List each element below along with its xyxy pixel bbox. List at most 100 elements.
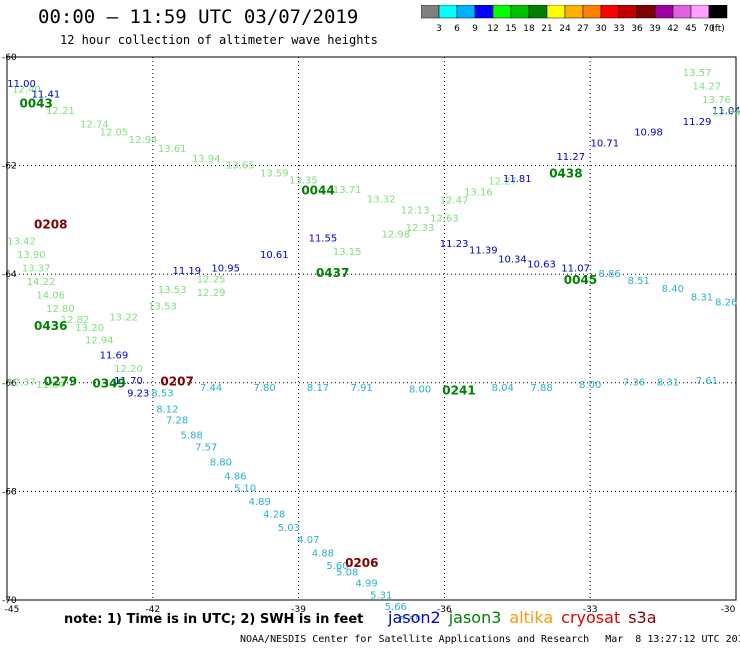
swh-value: 13.22 [109, 312, 138, 323]
swh-value: 12.80 [46, 304, 75, 315]
swh-value: 13.15 [333, 247, 362, 258]
lon-tick-label: -33 [583, 605, 598, 615]
swh-value: 13.20 [75, 323, 104, 334]
swh-value: 8.04 [492, 383, 514, 394]
satellite-name: cryosat [561, 608, 621, 627]
swh-value: 11.39 [469, 246, 498, 257]
swh-value: 11.55 [309, 234, 338, 245]
satellite-name: altika [509, 608, 554, 627]
swh-value: 11.19 [172, 266, 201, 277]
swh-value: 8.86 [599, 269, 621, 280]
legend-label: 24 [559, 24, 571, 34]
swh-value: 7.57 [195, 443, 217, 454]
credit-text: NOAA/NESDIS Center for Satellite Applica… [240, 634, 590, 645]
swh-value: 11.29 [683, 117, 712, 128]
pass-time-label: 0437 [316, 266, 349, 280]
satellite-name: s3a [628, 608, 657, 627]
swh-value: 4.28 [263, 509, 285, 520]
swh-value: 5.31 [370, 590, 392, 601]
swh-value: 12.98 [381, 229, 410, 240]
swh-value: 12.33 [406, 223, 435, 234]
swh-value: 12.37 [7, 378, 36, 389]
lon-tick-label: -39 [291, 605, 306, 615]
pass-time-label: 0043 [19, 96, 52, 110]
swh-value: 13.42 [7, 236, 36, 247]
swh-value: 12.94 [85, 336, 114, 347]
swh-value: 8.80 [210, 457, 232, 468]
page-subtitle: 12 hour collection of altimeter wave hei… [60, 33, 378, 47]
color-legend: 3 6 9 12 15 18 21 24 27 30 33 36 39 42 45 70(ft) [421, 5, 728, 34]
swh-value: 13.32 [367, 195, 396, 206]
lon-tick-label: -45 [5, 605, 20, 615]
swh-value: 5.66 [385, 602, 407, 613]
swh-value: 10.63 [527, 260, 556, 271]
swh-value: 7.28 [166, 416, 188, 427]
swh-value: 14.06 [36, 291, 65, 302]
pass-time-label: 0438 [549, 167, 582, 181]
swh-value: 13.59 [260, 168, 289, 179]
swh-value: 7.91 [351, 383, 373, 394]
swh-value: 13.94 [192, 154, 221, 165]
swh-value: 8.00 [579, 380, 601, 391]
lon-tick-label: -30 [721, 605, 736, 615]
credit-line: NOAA/NESDIS Center for Satellite Applica… [240, 634, 740, 645]
swh-value: 8.26 [715, 298, 737, 309]
swh-value: 8.40 [662, 284, 684, 295]
wave-height-map: -45 -42 -39 -36 -33 -30 -60 -62 -64 -66 -68 -70 12.4… [2, 53, 740, 620]
swh-value: 13.90 [17, 250, 46, 261]
swh-value: 5.88 [181, 431, 203, 442]
swh-value: 7.36 [623, 378, 645, 389]
swh-value: 12.63 [430, 214, 459, 225]
swh-value: 4.07 [297, 535, 319, 546]
legend-label: 15 [505, 24, 516, 34]
satellite-name: jason2 [388, 608, 441, 627]
legend-label: 45 [685, 24, 696, 34]
pass-time-label: 0208 [34, 218, 67, 232]
swh-value: 10.61 [260, 250, 289, 261]
swh-value: 5.08 [336, 568, 358, 579]
swh-value: 8.17 [307, 383, 329, 394]
legend-label: 12 [487, 24, 498, 34]
swh-value: 7.80 [253, 383, 275, 394]
legend-label: 39 [649, 24, 661, 34]
swh-value: 8.12 [156, 405, 178, 416]
swh-value: 4.86 [224, 471, 246, 482]
swh-value: 11.84 [36, 380, 65, 391]
swh-value: 7.61 [696, 376, 718, 387]
legend-label: 42 [667, 24, 678, 34]
swh-value: 13.71 [333, 185, 362, 196]
footer-note: note: 1) Time is in UTC; 2) SWH is in fe… [64, 612, 364, 627]
swh-value: 8.51 [628, 276, 650, 287]
swh-value: 13.16 [464, 187, 493, 198]
legend-label: (ft) [711, 24, 725, 34]
swh-value: 13.65 [226, 160, 255, 171]
swh-value: 7.44 [200, 383, 222, 394]
swh-value: 13.76 [702, 95, 731, 106]
swh-value: 12.25 [197, 274, 226, 285]
credit-timestamp: Mar 8 13:27:12 UTC 2019 [605, 634, 740, 645]
swh-value: 5.60 [326, 561, 348, 572]
swh-value: 14.27 [693, 82, 722, 93]
swh-value: 11.23 [440, 239, 469, 250]
pass-time-label: 0045 [564, 273, 597, 287]
legend-label: 70 [703, 24, 715, 34]
swh-value: 12.94 [129, 135, 158, 146]
swh-value: 12.74 [80, 120, 109, 131]
swh-value: 10.71 [590, 139, 619, 150]
pass-time-label: 0206 [345, 556, 378, 570]
legend-swatch [708, 5, 728, 19]
swh-value: 11.27 [556, 152, 585, 163]
swh-value: 12.40 [12, 84, 41, 95]
swh-value: 13.57 [683, 68, 712, 79]
swh-value: 12.82 [61, 315, 90, 326]
legend-label: 21 [541, 24, 552, 34]
swh-value: 14.22 [27, 277, 56, 288]
lat-tick-label: -60 [2, 53, 17, 63]
swh-value: 11.41 [32, 90, 61, 101]
satellite-legend: jason2 jason3 altika cryosat s3a [388, 608, 665, 627]
swh-value: 12.47 [440, 196, 469, 207]
pass-time-label: 0436 [34, 319, 67, 333]
swh-value: 8.00 [409, 385, 431, 396]
legend-label: 3 [436, 24, 442, 34]
lat-tick-label: -70 [2, 596, 17, 606]
